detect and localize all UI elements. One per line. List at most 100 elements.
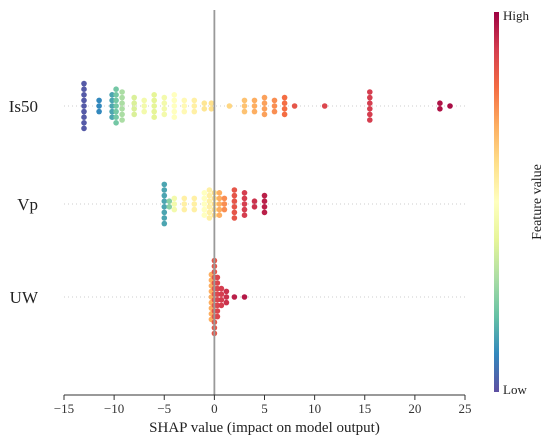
shap-point (231, 215, 238, 221)
shap-point (261, 198, 268, 204)
shap-point (81, 125, 87, 132)
shap-point (367, 111, 373, 118)
shap-point (271, 97, 278, 104)
colorbar-low-label: Low (503, 382, 527, 397)
shap-point (216, 190, 223, 196)
shap-point (218, 297, 225, 303)
shap-point (226, 103, 233, 109)
shap-point (96, 103, 102, 109)
shap-point (151, 108, 157, 115)
shap-point (171, 114, 178, 120)
shap-point (151, 114, 157, 120)
shap-point (214, 291, 221, 298)
shap-point (201, 195, 208, 202)
shap-point (181, 108, 188, 115)
shap-point (161, 204, 168, 210)
shap-point (113, 108, 119, 115)
shap-point (231, 294, 238, 300)
shap-point (201, 106, 208, 112)
x-tick-label: 25 (459, 401, 472, 416)
shap-point (206, 209, 213, 216)
shap-point (201, 212, 208, 218)
shap-point (241, 294, 248, 300)
shap-point (241, 97, 248, 104)
shap-point (161, 111, 168, 118)
shap-point (281, 100, 288, 106)
shap-point (261, 100, 268, 106)
shap-point (181, 206, 188, 213)
shap-point (231, 204, 238, 210)
shap-point (223, 288, 230, 295)
shap-point (81, 114, 87, 120)
shap-point (81, 92, 87, 98)
shap-point (271, 108, 278, 115)
shap-point (214, 313, 221, 320)
shap-point (161, 106, 168, 112)
shap-point (96, 97, 102, 104)
colorbar-high-label: High (503, 8, 530, 23)
shap-point (161, 187, 168, 193)
shap-point (261, 106, 268, 112)
shap-point (131, 111, 137, 118)
shap-point (206, 187, 213, 193)
shap-point (113, 92, 119, 98)
shap-point (181, 195, 188, 202)
shap-point (261, 192, 268, 199)
shap-point (218, 291, 225, 298)
shap-point (109, 114, 115, 120)
shap-point (208, 100, 215, 106)
shap-point (109, 103, 115, 109)
shap-point (96, 108, 102, 115)
shap-point (191, 108, 198, 115)
shap-point (281, 111, 288, 118)
feature-label: UW (10, 288, 39, 307)
shap-point (171, 201, 178, 207)
shap-point (231, 198, 238, 204)
colorbar-title: Feature value (530, 164, 545, 240)
feature-label: Vp (17, 195, 38, 214)
shap-point (367, 94, 373, 101)
shap-point (281, 94, 288, 101)
shap-point (113, 114, 119, 120)
points-layer (81, 80, 453, 337)
shap-point (447, 103, 453, 109)
shap-point (161, 198, 168, 204)
shap-point (81, 80, 87, 87)
shap-point (241, 206, 248, 213)
shap-point (191, 201, 198, 207)
shap-point (214, 285, 221, 292)
shap-point (166, 204, 173, 210)
shap-point (181, 97, 188, 104)
shap-point (201, 190, 208, 196)
shap-point (367, 106, 373, 112)
shap-point (171, 97, 178, 104)
shap-point (214, 302, 221, 309)
shap-point (201, 201, 208, 207)
shap-point (119, 106, 125, 112)
x-axis: −15 −10 −5 0 5 10 15 20 25 (54, 394, 472, 416)
shap-point (367, 89, 373, 95)
shap-point (161, 209, 168, 216)
shap-point (231, 187, 238, 193)
shap-point (437, 106, 443, 112)
shap-point (251, 204, 258, 210)
shap-point (131, 100, 137, 106)
shap-point (119, 111, 125, 118)
shap-point (251, 103, 258, 109)
shap-point (119, 100, 125, 106)
shap-point (437, 100, 443, 106)
shap-point (171, 195, 178, 202)
shap-point (81, 97, 87, 104)
shap-point (171, 206, 178, 213)
shap-point (201, 206, 208, 213)
shap-point (161, 181, 168, 188)
shap-point (171, 92, 178, 98)
shap-point (191, 97, 198, 104)
shap-point (109, 92, 115, 98)
shap-point (141, 108, 147, 115)
shap-point (161, 215, 168, 221)
shap-point (81, 86, 87, 92)
shap-point (151, 103, 157, 109)
shap-point (161, 100, 168, 106)
